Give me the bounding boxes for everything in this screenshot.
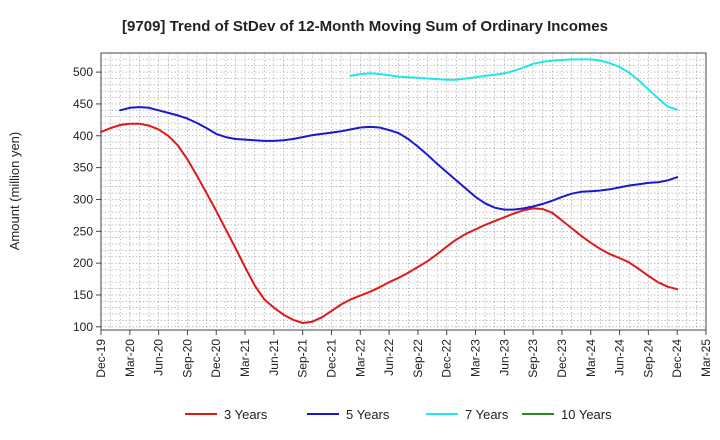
y-axis-label: Amount (million yen) [7,132,22,251]
x-tick-label: Mar-24 [584,339,598,377]
plot-lines [100,58,679,324]
x-tick-label: Mar-25 [699,339,713,377]
x-tick-label: Jun-24 [613,339,627,376]
x-tick-label: Sep-20 [180,339,194,378]
x-tick-label: Sep-22 [411,339,425,378]
x-tick-label: Jun-20 [152,339,166,376]
x-tick-label: Mar-21 [238,339,252,377]
series-line-5-years [119,106,679,211]
x-tick-label: Dec-20 [209,339,223,378]
series-line-7-years [349,58,679,111]
y-tick-label: 500 [73,65,93,79]
x-tick-label: Sep-21 [296,339,310,378]
x-tick-label: Dec-21 [324,339,338,378]
y-tick-label: 300 [73,192,93,206]
x-tick-label: Jun-22 [382,339,396,376]
x-tick-label: Sep-24 [641,339,655,378]
y-tick-label: 450 [73,97,93,111]
series-line-3-years [100,122,679,324]
x-tick-label: Jun-23 [497,339,511,376]
legend: 3 Years 5 Years 7 Years 10 Years [185,407,612,422]
x-tick-label: Mar-22 [353,339,367,377]
y-tick-label: 150 [73,288,93,302]
x-tick-label: Dec-19 [94,339,108,378]
x-tick-label: Sep-23 [526,339,540,378]
x-tick-label: Dec-23 [555,339,569,378]
y-tick-label: 400 [73,129,93,143]
chart-title: [9709] Trend of StDev of 12-Month Moving… [122,18,608,35]
x-tick-label: Dec-22 [440,339,454,378]
x-axis: Dec-19 Mar-20 Jun-20 Sep-20 Dec-20 Mar-21 Jun-… [94,330,713,378]
y-axis: 100 150 200 250 300 350 400 450 500 [73,65,101,334]
plot-frame [100,52,707,331]
x-tick-label: Jun-21 [267,339,281,376]
legend-label-3-years: 3 Years [224,407,268,422]
grid [101,53,706,330]
legend-label-7-years: 7 Years [465,407,509,422]
y-tick-label: 250 [73,224,93,238]
x-tick-label: Mar-20 [123,339,137,377]
y-tick-label: 100 [73,320,93,334]
y-tick-label: 200 [73,256,93,270]
y-tick-label: 350 [73,161,93,175]
x-tick-label: Mar-23 [469,339,483,377]
legend-label-5-years: 5 Years [346,407,390,422]
x-tick-label: Dec-24 [670,339,684,378]
legend-label-10-years: 10 Years [561,407,612,422]
